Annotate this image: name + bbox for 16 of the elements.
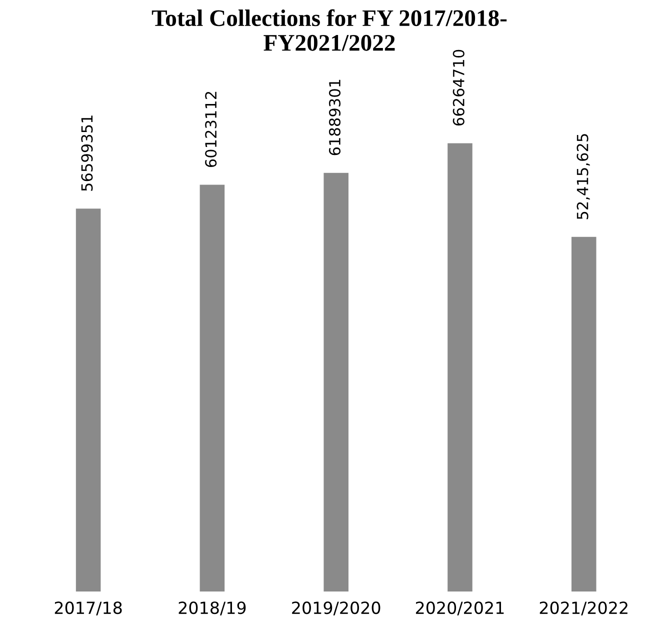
x-tick-label: 2018/19 (178, 601, 246, 616)
bar (571, 236, 596, 592)
x-tick-label: 2017/18 (54, 601, 122, 616)
data-label: 66264710 (452, 50, 464, 126)
x-tick-label: 2019/2020 (292, 601, 380, 616)
data-label: 61889301 (328, 80, 341, 156)
bar (448, 143, 472, 592)
x-tick-label: 2021/2022 (540, 601, 628, 616)
data-label: 56599351 (81, 116, 93, 191)
bar (76, 208, 101, 592)
chart-title: Total Collections for FY 2017/2018- FY2021/2022 (152, 9, 507, 51)
data-label: 52,415,625 (576, 134, 590, 220)
x-tick-label: 2020/2021 (416, 601, 504, 616)
bar (324, 172, 348, 592)
bar (200, 184, 225, 592)
data-label: 60123112 (205, 92, 217, 168)
